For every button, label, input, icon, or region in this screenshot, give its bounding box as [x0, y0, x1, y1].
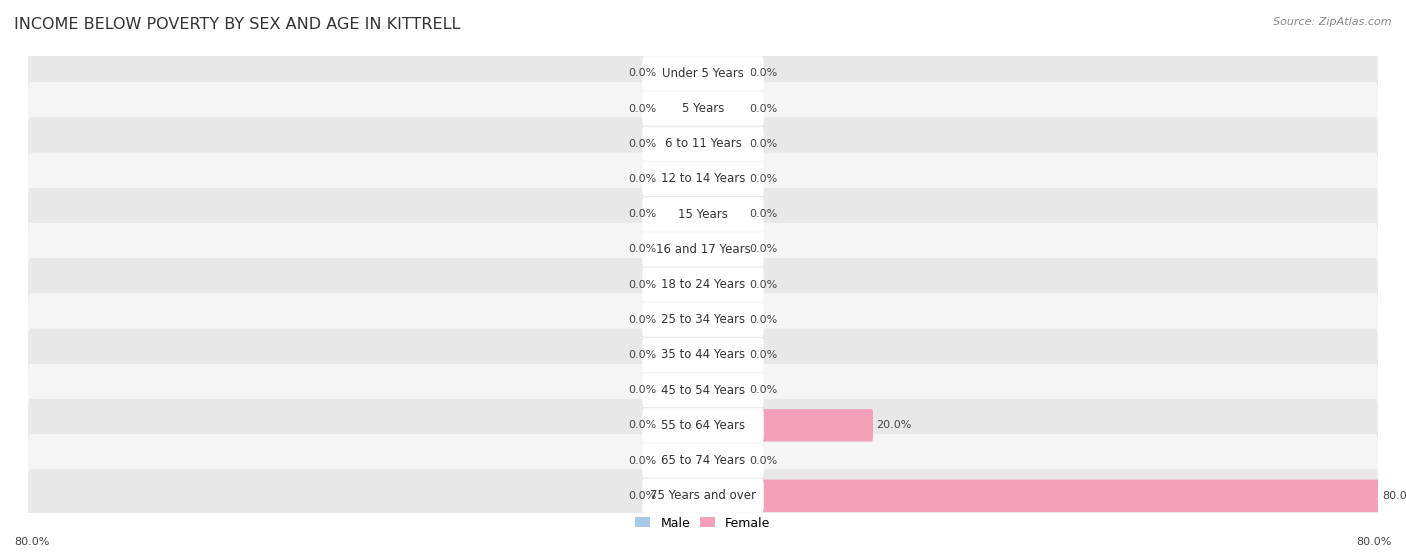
- Text: 0.0%: 0.0%: [628, 244, 657, 254]
- Text: 0.0%: 0.0%: [749, 69, 778, 78]
- Legend: Male, Female: Male, Female: [630, 512, 776, 535]
- Text: 0.0%: 0.0%: [749, 139, 778, 149]
- FancyBboxPatch shape: [28, 47, 1378, 100]
- FancyBboxPatch shape: [643, 232, 763, 267]
- FancyBboxPatch shape: [643, 267, 763, 302]
- FancyBboxPatch shape: [702, 339, 747, 371]
- Text: 0.0%: 0.0%: [628, 209, 657, 219]
- Text: 0.0%: 0.0%: [628, 350, 657, 360]
- FancyBboxPatch shape: [643, 56, 763, 90]
- Text: 0.0%: 0.0%: [749, 315, 778, 325]
- Text: 0.0%: 0.0%: [628, 139, 657, 149]
- Text: 0.0%: 0.0%: [628, 455, 657, 465]
- FancyBboxPatch shape: [643, 408, 763, 442]
- FancyBboxPatch shape: [28, 329, 1378, 381]
- FancyBboxPatch shape: [702, 198, 747, 230]
- FancyBboxPatch shape: [643, 197, 763, 231]
- Text: 0.0%: 0.0%: [749, 350, 778, 360]
- Text: 65 to 74 Years: 65 to 74 Years: [661, 454, 745, 467]
- Text: 0.0%: 0.0%: [749, 244, 778, 254]
- FancyBboxPatch shape: [28, 399, 1378, 452]
- Text: 0.0%: 0.0%: [749, 174, 778, 184]
- FancyBboxPatch shape: [28, 223, 1378, 276]
- FancyBboxPatch shape: [659, 444, 704, 477]
- Text: 45 to 54 Years: 45 to 54 Years: [661, 384, 745, 397]
- FancyBboxPatch shape: [659, 409, 704, 441]
- FancyBboxPatch shape: [702, 444, 747, 477]
- FancyBboxPatch shape: [702, 57, 747, 90]
- Text: 80.0%: 80.0%: [1357, 537, 1392, 547]
- FancyBboxPatch shape: [643, 162, 763, 196]
- FancyBboxPatch shape: [659, 479, 704, 512]
- FancyBboxPatch shape: [28, 82, 1378, 135]
- Text: 15 Years: 15 Years: [678, 208, 728, 220]
- Text: Source: ZipAtlas.com: Source: ZipAtlas.com: [1274, 17, 1392, 27]
- Text: 20.0%: 20.0%: [876, 420, 911, 430]
- FancyBboxPatch shape: [28, 294, 1378, 346]
- Text: 0.0%: 0.0%: [628, 315, 657, 325]
- FancyBboxPatch shape: [28, 188, 1378, 240]
- Text: 0.0%: 0.0%: [628, 420, 657, 430]
- Text: 25 to 34 Years: 25 to 34 Years: [661, 313, 745, 326]
- Text: 0.0%: 0.0%: [749, 209, 778, 219]
- FancyBboxPatch shape: [28, 469, 1378, 522]
- Text: 80.0%: 80.0%: [1382, 491, 1406, 501]
- Text: 5 Years: 5 Years: [682, 102, 724, 115]
- FancyBboxPatch shape: [702, 233, 747, 266]
- Text: INCOME BELOW POVERTY BY SEX AND AGE IN KITTRELL: INCOME BELOW POVERTY BY SEX AND AGE IN K…: [14, 17, 460, 32]
- FancyBboxPatch shape: [659, 57, 704, 90]
- FancyBboxPatch shape: [659, 304, 704, 336]
- Text: 0.0%: 0.0%: [749, 385, 778, 395]
- Text: 16 and 17 Years: 16 and 17 Years: [655, 243, 751, 256]
- Text: 18 to 24 Years: 18 to 24 Years: [661, 278, 745, 291]
- Text: 0.0%: 0.0%: [628, 280, 657, 290]
- FancyBboxPatch shape: [28, 258, 1378, 311]
- Text: 80.0%: 80.0%: [14, 537, 49, 547]
- FancyBboxPatch shape: [643, 338, 763, 372]
- FancyBboxPatch shape: [643, 127, 763, 161]
- FancyBboxPatch shape: [659, 374, 704, 406]
- Text: 0.0%: 0.0%: [628, 104, 657, 114]
- FancyBboxPatch shape: [643, 92, 763, 126]
- FancyBboxPatch shape: [643, 373, 763, 407]
- FancyBboxPatch shape: [28, 152, 1378, 205]
- Text: 0.0%: 0.0%: [749, 280, 778, 290]
- FancyBboxPatch shape: [643, 302, 763, 337]
- Text: 0.0%: 0.0%: [628, 69, 657, 78]
- FancyBboxPatch shape: [28, 434, 1378, 487]
- Text: 0.0%: 0.0%: [749, 104, 778, 114]
- FancyBboxPatch shape: [659, 233, 704, 266]
- FancyBboxPatch shape: [702, 304, 747, 336]
- FancyBboxPatch shape: [659, 268, 704, 301]
- Text: Under 5 Years: Under 5 Years: [662, 67, 744, 80]
- Text: 0.0%: 0.0%: [628, 174, 657, 184]
- FancyBboxPatch shape: [702, 479, 1379, 512]
- FancyBboxPatch shape: [702, 128, 747, 160]
- Text: 12 to 14 Years: 12 to 14 Years: [661, 172, 745, 185]
- FancyBboxPatch shape: [702, 93, 747, 125]
- FancyBboxPatch shape: [702, 409, 873, 441]
- FancyBboxPatch shape: [659, 339, 704, 371]
- FancyBboxPatch shape: [659, 163, 704, 195]
- Text: 55 to 64 Years: 55 to 64 Years: [661, 419, 745, 432]
- FancyBboxPatch shape: [702, 268, 747, 301]
- Text: 0.0%: 0.0%: [628, 385, 657, 395]
- FancyBboxPatch shape: [28, 117, 1378, 170]
- FancyBboxPatch shape: [28, 364, 1378, 417]
- Text: 0.0%: 0.0%: [628, 491, 657, 501]
- FancyBboxPatch shape: [659, 128, 704, 160]
- Text: 75 Years and over: 75 Years and over: [650, 489, 756, 502]
- Text: 0.0%: 0.0%: [749, 455, 778, 465]
- Text: 6 to 11 Years: 6 to 11 Years: [665, 137, 741, 150]
- Text: 35 to 44 Years: 35 to 44 Years: [661, 349, 745, 362]
- FancyBboxPatch shape: [659, 198, 704, 230]
- FancyBboxPatch shape: [643, 444, 763, 478]
- FancyBboxPatch shape: [702, 374, 747, 406]
- FancyBboxPatch shape: [702, 163, 747, 195]
- FancyBboxPatch shape: [643, 479, 763, 513]
- FancyBboxPatch shape: [659, 93, 704, 125]
